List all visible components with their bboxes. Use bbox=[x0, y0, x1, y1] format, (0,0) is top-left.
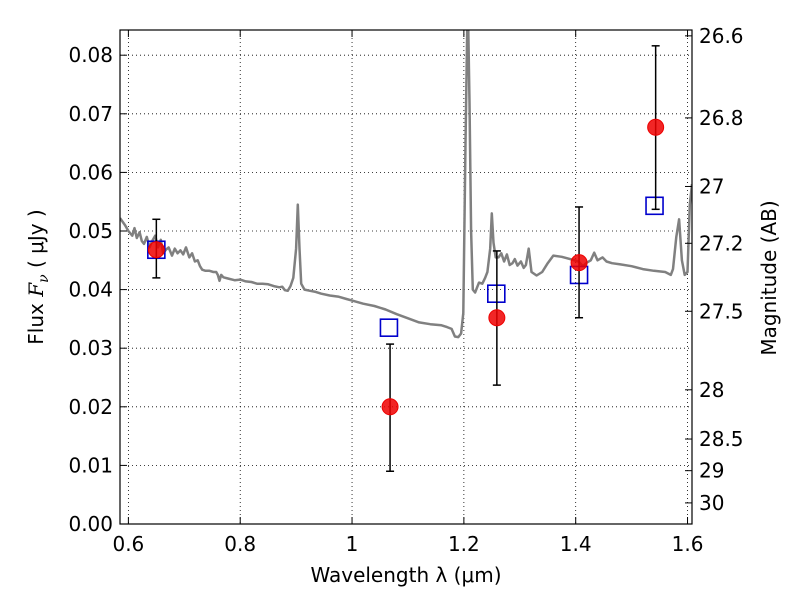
y-tick-label: 0.00 bbox=[68, 512, 113, 536]
right-axis-tick-label: 26.8 bbox=[699, 106, 744, 130]
y-tick-label: 0.07 bbox=[68, 102, 113, 126]
y-axis-label-post: ( μJy ) bbox=[24, 209, 48, 274]
x-tick-label: 1.6 bbox=[672, 532, 704, 556]
observed-flux-point bbox=[570, 254, 588, 272]
x-axis-label: Wavelength λ (μm) bbox=[310, 563, 501, 587]
y-axis-label-pre: Flux bbox=[24, 297, 48, 345]
observed-flux-point bbox=[488, 309, 506, 327]
right-axis-tick-label: 27.5 bbox=[699, 299, 744, 323]
y-tick-label: 0.04 bbox=[68, 278, 113, 302]
y-axis-label-var: F bbox=[24, 282, 48, 298]
y-tick-label: 0.02 bbox=[68, 395, 113, 419]
tick-layer: 0.6 0.8 1 1.2 1.4 1.6 0.00 0.01 0.02 0.03 0.04 0.05… bbox=[68, 24, 743, 556]
x-tick-label: 1.4 bbox=[560, 532, 592, 556]
series-layer bbox=[120, 30, 692, 473]
right-axis-tick-label: 27.2 bbox=[699, 231, 744, 255]
right-axis-tick-label: 26.6 bbox=[699, 24, 744, 48]
right-axis-tick-label: 28 bbox=[699, 378, 724, 402]
y-tick-label: 0.06 bbox=[68, 160, 113, 184]
y-tick-label: 0.08 bbox=[68, 43, 113, 67]
y-tick-label: 0.01 bbox=[68, 453, 113, 477]
right-axis-tick-label: 29 bbox=[699, 459, 724, 483]
right-axis-tick-label: 27 bbox=[699, 174, 724, 198]
x-tick-label: 1.2 bbox=[448, 532, 480, 556]
spectrum-line bbox=[120, 30, 692, 339]
y-tick-label: 0.05 bbox=[68, 219, 113, 243]
right-axis-label: Magnitude (AB) bbox=[757, 200, 781, 355]
label-layer: Wavelength λ (μm) Flux Fν ( μJy ) Magnit… bbox=[24, 200, 781, 587]
grid-layer bbox=[120, 30, 692, 525]
model-square-marker bbox=[379, 318, 399, 337]
right-axis-tick-label: 30 bbox=[699, 491, 724, 515]
observed-flux-point bbox=[147, 241, 165, 259]
x-tick-label: 0.8 bbox=[224, 532, 256, 556]
observed-flux-point bbox=[381, 398, 399, 416]
right-axis-tick-label: 28.5 bbox=[699, 427, 744, 451]
y-tick-label: 0.03 bbox=[68, 336, 113, 360]
x-tick-label: 1 bbox=[346, 532, 359, 556]
plot-frame bbox=[119, 29, 693, 525]
y-axis-label-sub: ν bbox=[36, 274, 52, 283]
x-tick-label: 0.6 bbox=[112, 532, 144, 556]
model-square-marker bbox=[645, 196, 664, 216]
observed-flux-point bbox=[647, 118, 665, 136]
y-axis-label: Flux Fν ( μJy ) bbox=[24, 209, 52, 344]
